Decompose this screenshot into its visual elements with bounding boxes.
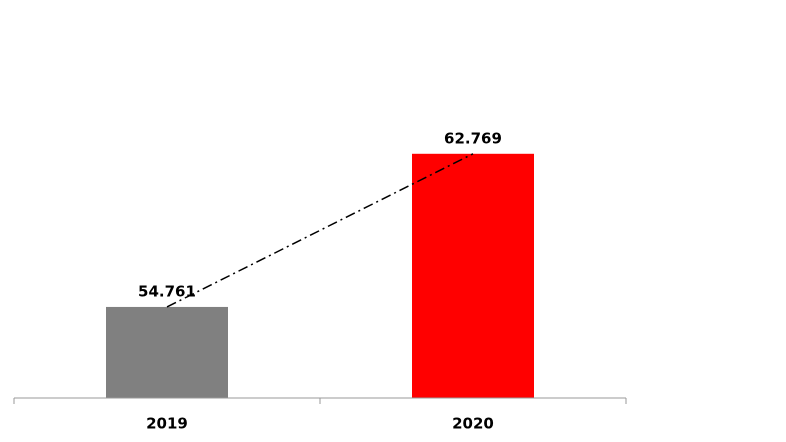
bar [106, 306, 228, 398]
bar [412, 153, 534, 398]
x-tick-label: 2019 [146, 415, 188, 433]
x-tick-label: 2020 [452, 415, 494, 433]
trend-line [166, 153, 474, 308]
data-label: 54.761 [138, 282, 196, 300]
data-label: 62.769 [444, 129, 502, 147]
